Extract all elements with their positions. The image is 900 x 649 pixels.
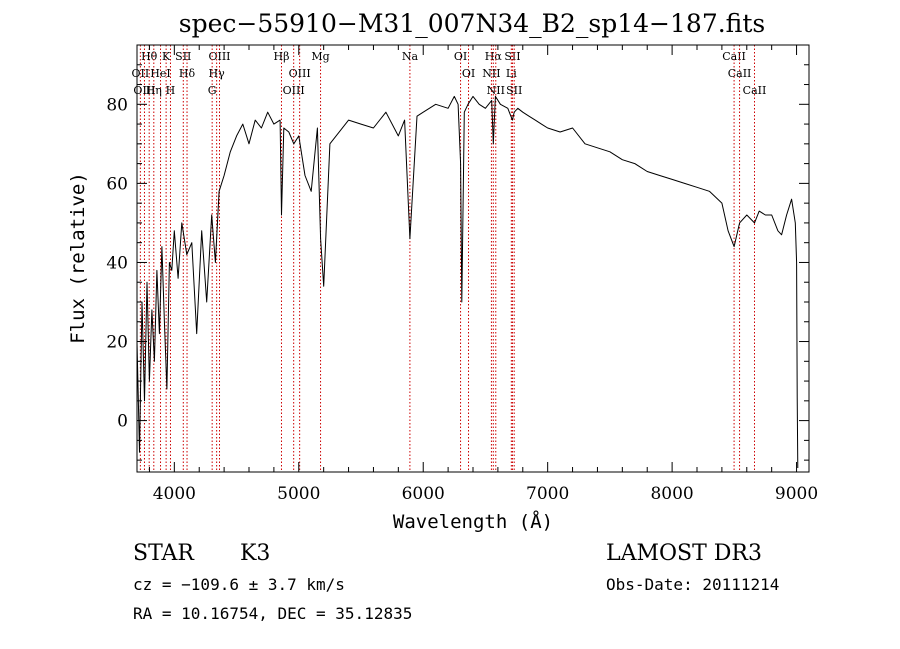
y-tick-label: 0 bbox=[117, 412, 128, 432]
survey-name: LAMOST DR3 bbox=[606, 541, 762, 566]
line-marker-label: CaII bbox=[722, 50, 746, 63]
x-tick-label: 5000 bbox=[277, 484, 320, 504]
observation-date: Obs-Date: 20111214 bbox=[606, 575, 779, 594]
line-marker-label: NII bbox=[487, 84, 505, 97]
spectrum-line bbox=[136, 95, 799, 469]
line-marker-label: OIII bbox=[133, 84, 155, 97]
x-axis-label: Wavelength (Å) bbox=[393, 510, 553, 533]
line-marker-label: CaII bbox=[743, 84, 767, 97]
x-tick-label: 8000 bbox=[650, 484, 693, 504]
x-tick-label: 9000 bbox=[775, 484, 818, 504]
line-marker-label: Hβ bbox=[274, 50, 290, 63]
line-marker-label: OI bbox=[462, 67, 475, 80]
y-tick-label: 40 bbox=[106, 253, 128, 273]
x-axis-ticks: 4000 5000 6000 7000 8000 9000 bbox=[148, 45, 818, 504]
line-marker-label: CaII bbox=[728, 67, 752, 80]
x-tick-label: 6000 bbox=[402, 484, 445, 504]
object-class: STAR bbox=[133, 541, 195, 566]
line-marker-label: OIII bbox=[208, 50, 230, 63]
plot-frame bbox=[136, 44, 810, 473]
line-marker-label: H bbox=[166, 84, 176, 97]
line-marker-label: Mg bbox=[311, 50, 329, 63]
line-marker-label: NII bbox=[482, 67, 500, 80]
line-marker-label: OI bbox=[454, 50, 467, 63]
y-tick-label: 60 bbox=[106, 174, 128, 194]
emission-line-markers: HθOIIOIIIHeIHηKHSIIHδOIIIHγGHβOIIIOIIIMg… bbox=[132, 45, 767, 472]
y-tick-label: 20 bbox=[106, 333, 128, 353]
line-marker-label: SII bbox=[175, 50, 191, 63]
redshift-readout: cz = −109.6 ± 3.7 km/s bbox=[133, 575, 345, 594]
y-axis-ticks: 0 20 40 60 80 bbox=[106, 64, 809, 461]
object-subclass: K3 bbox=[240, 541, 270, 566]
spectrum-series bbox=[136, 95, 799, 469]
chart-title: spec−55910−M31_007N34_B2_sp14−187.fits bbox=[179, 9, 765, 38]
sky-coordinates: RA = 10.16754, DEC = 35.12835 bbox=[133, 604, 412, 623]
line-marker-label: OIII bbox=[289, 67, 311, 80]
line-marker-label: Hη bbox=[146, 84, 162, 97]
x-tick-label: 7000 bbox=[526, 484, 569, 504]
line-marker-label: G bbox=[208, 84, 217, 97]
line-marker-label: OIII bbox=[283, 84, 305, 97]
line-marker-label: SII bbox=[506, 84, 522, 97]
y-axis-label: Flux (relative) bbox=[67, 172, 89, 344]
line-marker-label: OII bbox=[132, 67, 150, 80]
line-marker-label: Hδ bbox=[179, 67, 196, 80]
y-tick-label: 80 bbox=[106, 95, 128, 115]
line-marker-label: SII bbox=[504, 50, 520, 63]
x-tick-label: 4000 bbox=[153, 484, 196, 504]
line-marker-label: Li bbox=[506, 67, 517, 80]
line-marker-label: K bbox=[162, 50, 171, 63]
line-marker-label: Hα bbox=[485, 50, 503, 63]
line-marker-label: Na bbox=[402, 50, 419, 63]
line-marker-label: Hθ bbox=[141, 50, 158, 63]
line-marker-label: Hγ bbox=[209, 67, 226, 80]
